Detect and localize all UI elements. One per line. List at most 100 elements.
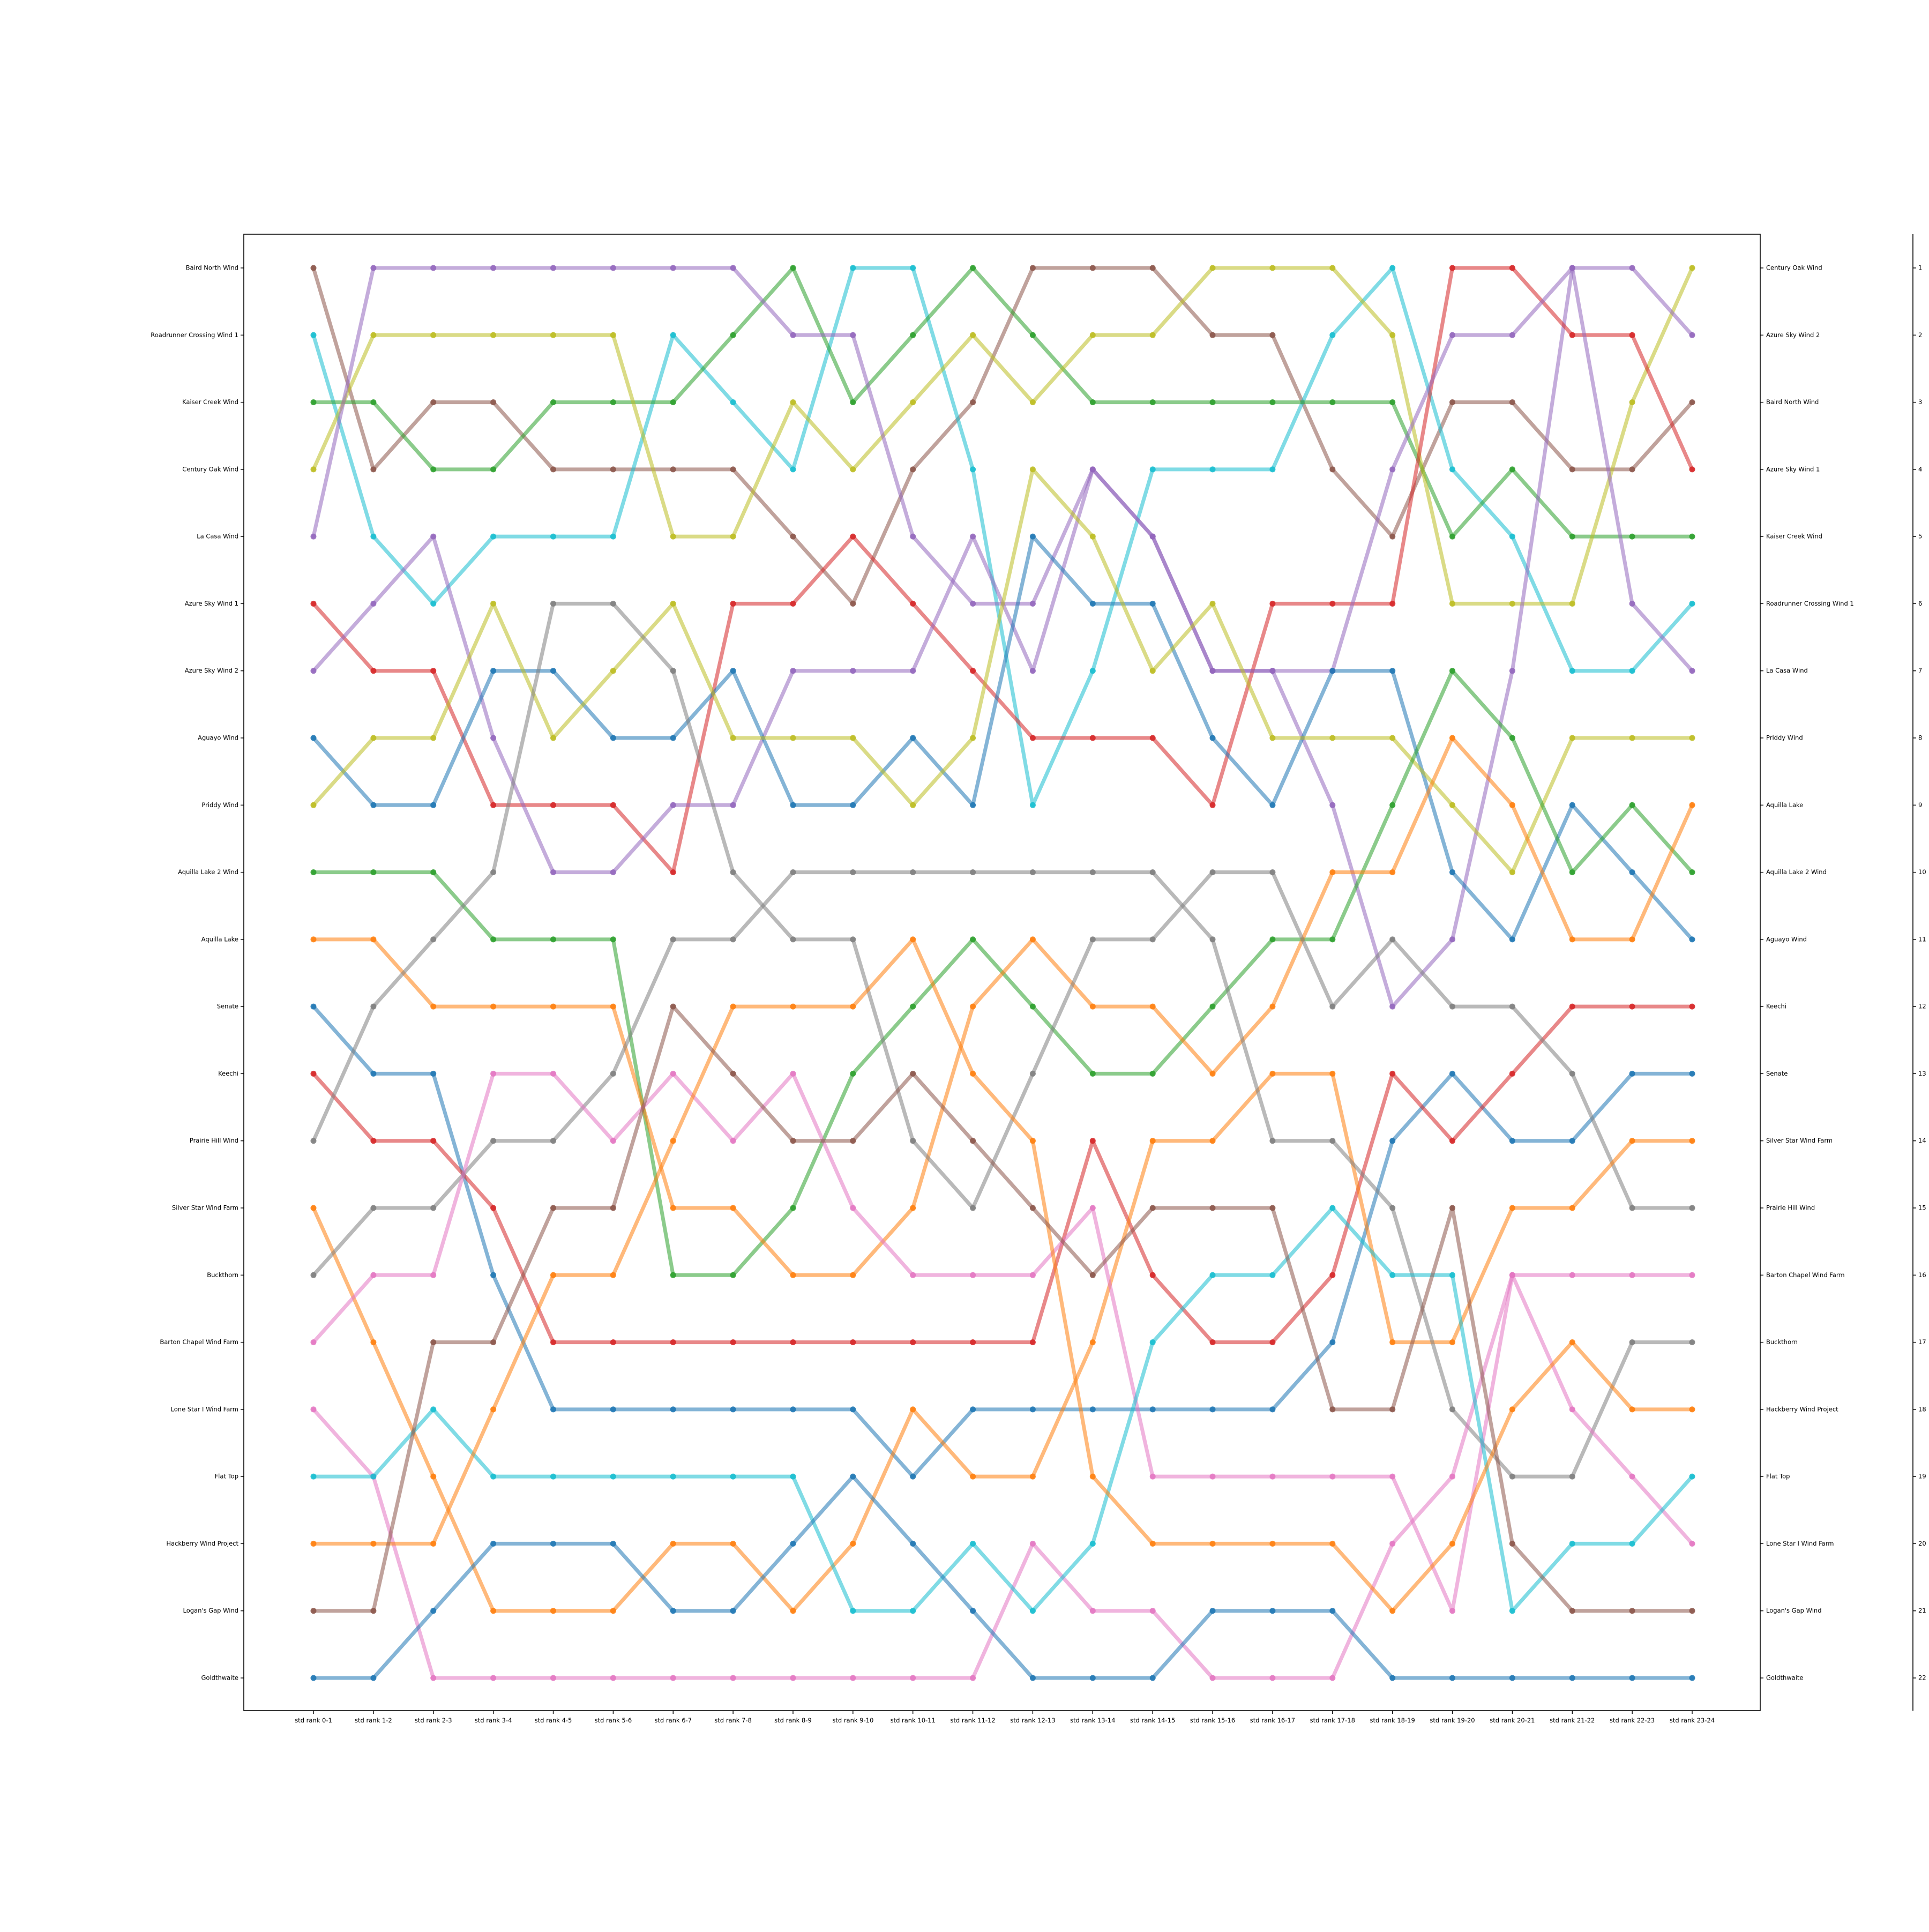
right-tick-label: Prairie Hill Wind: [1766, 1204, 1815, 1212]
data-point: [970, 936, 976, 943]
data-point: [490, 1339, 497, 1346]
data-point: [430, 1205, 437, 1211]
series-line-roadrunner-crossing-wind-1: [311, 266, 1694, 807]
data-point: [550, 1138, 556, 1144]
data-point: [850, 668, 856, 674]
data-point: [490, 533, 497, 540]
data-point: [1629, 533, 1635, 540]
rank-tick-label: 8: [1918, 734, 1922, 742]
rank-tick-label: 13: [1918, 1070, 1926, 1077]
data-point: [610, 802, 616, 808]
data-point: [970, 1070, 976, 1077]
data-point: [1209, 399, 1216, 406]
right-tick-label: Azure Sky Wind 2: [1766, 331, 1820, 339]
data-point: [430, 1138, 437, 1144]
right-tick-labels: Century Oak Wind Azure Sky Wind 2 Baird No…: [1760, 264, 1854, 1682]
data-point: [1089, 1608, 1096, 1614]
data-point: [1089, 533, 1096, 540]
x-tick-label: std rank 18-19: [1370, 1717, 1415, 1724]
data-point: [1689, 1339, 1695, 1346]
data-point: [370, 1272, 377, 1278]
data-point: [310, 936, 317, 943]
data-point: [1269, 1473, 1276, 1480]
data-point: [1209, 600, 1216, 607]
data-point: [1209, 1540, 1216, 1547]
data-point: [910, 332, 916, 338]
data-point: [1389, 1272, 1396, 1278]
data-point: [1269, 1272, 1276, 1278]
data-point: [1089, 332, 1096, 338]
data-point: [730, 1406, 736, 1413]
data-point: [1569, 1339, 1575, 1346]
data-point: [430, 1003, 437, 1010]
data-point: [1209, 869, 1216, 876]
x-tick-label: std rank 20-21: [1490, 1717, 1535, 1724]
data-point: [850, 533, 856, 540]
data-point: [910, 1473, 916, 1480]
data-point: [1269, 869, 1276, 876]
data-point: [1449, 1070, 1455, 1077]
data-point: [490, 1473, 497, 1480]
rank-tick-label: 15: [1918, 1204, 1926, 1212]
data-point: [790, 265, 796, 271]
data-point: [910, 1138, 916, 1144]
data-point: [1209, 802, 1216, 808]
data-point: [1389, 668, 1396, 674]
left-tick-label: Logan's Gap Wind: [183, 1607, 239, 1614]
data-point: [610, 1608, 616, 1614]
data-point: [1329, 1675, 1336, 1681]
data-point: [1569, 936, 1575, 943]
data-point: [550, 735, 556, 741]
data-point: [790, 1070, 796, 1077]
data-point: [610, 399, 616, 406]
data-point: [370, 332, 377, 338]
data-point: [1389, 1339, 1396, 1346]
data-point: [1149, 869, 1156, 876]
data-point: [730, 466, 736, 473]
data-point: [1449, 466, 1455, 473]
left-tick-label: Aquilla Lake: [201, 935, 238, 943]
data-point: [1089, 735, 1096, 741]
data-point: [850, 1138, 856, 1144]
x-tick-label: std rank 22-23: [1610, 1717, 1655, 1724]
data-point: [1269, 466, 1276, 473]
right-tick-label: Priddy Wind: [1766, 734, 1803, 742]
data-point: [1689, 466, 1695, 473]
data-point: [1209, 265, 1216, 271]
left-tick-label: Keechi: [218, 1070, 238, 1077]
data-point: [310, 735, 317, 741]
data-point: [790, 802, 796, 808]
data-point: [970, 1473, 976, 1480]
series-line-baird-north-wind: [311, 266, 1694, 606]
data-point: [850, 1003, 856, 1010]
series-line-barton-chapel-wind-farm: [311, 1071, 1694, 1613]
data-point: [430, 1473, 437, 1480]
data-point: [1449, 1205, 1455, 1211]
data-point: [1629, 668, 1635, 674]
data-point: [1569, 533, 1575, 540]
data-point: [610, 936, 616, 943]
data-point: [430, 1540, 437, 1547]
data-point: [1629, 399, 1635, 406]
data-point: [790, 1608, 796, 1614]
data-point: [1389, 869, 1396, 876]
data-point: [610, 1406, 616, 1413]
data-point: [1509, 1205, 1515, 1211]
data-point: [310, 802, 317, 808]
data-point: [910, 1205, 916, 1211]
data-point: [1269, 1003, 1276, 1010]
data-point: [1509, 1675, 1515, 1681]
data-point: [1089, 1205, 1096, 1211]
data-point: [1389, 466, 1396, 473]
data-point: [1149, 1608, 1156, 1614]
rank-tick-label: 7: [1918, 667, 1922, 674]
data-point: [1029, 1608, 1036, 1614]
data-point: [1029, 1339, 1036, 1346]
data-point: [1689, 1272, 1695, 1278]
left-tick-label: Kaiser Creek Wind: [182, 398, 238, 406]
data-point: [1149, 1205, 1156, 1211]
data-point: [670, 332, 676, 338]
